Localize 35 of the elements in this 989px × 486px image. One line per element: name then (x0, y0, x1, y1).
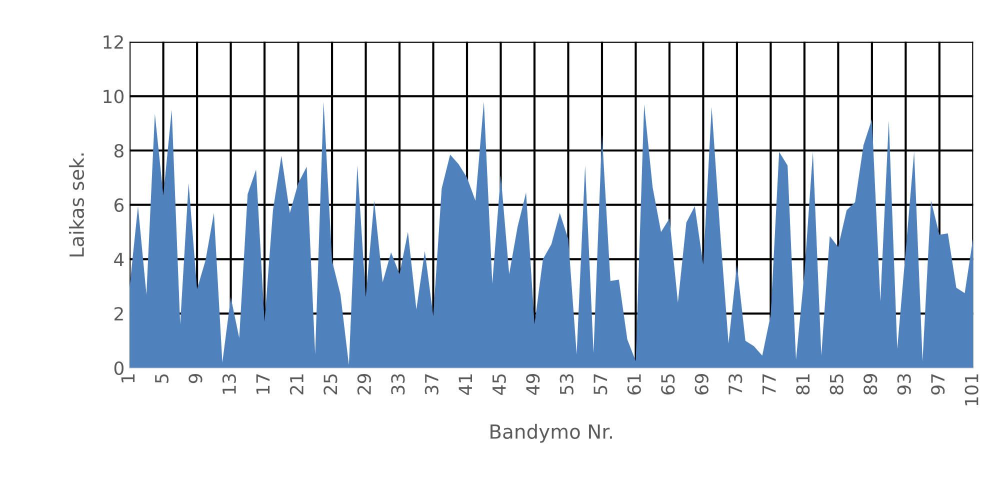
y-tick-label: 10 (104, 90, 124, 104)
y-tick-label: 4 (114, 252, 124, 266)
x-tick-label: 101 (964, 374, 978, 406)
y-tick-label: 12 (104, 35, 123, 49)
x-tick-label: 29 (357, 374, 372, 394)
x-tick-label: 21 (290, 374, 304, 394)
x-tick-label: 57 (594, 374, 608, 394)
x-tick-label: 53 (560, 374, 574, 394)
x-tick-label: 49 (526, 374, 540, 395)
x-tick-label: 93 (897, 374, 911, 395)
x-tick-label: 33 (391, 374, 405, 394)
x-tick-label: 61 (627, 374, 641, 394)
x-tick-label: 45 (492, 374, 506, 395)
x-tick-label: 85 (830, 374, 844, 395)
x-tick-label: 13 (222, 374, 236, 394)
y-axis-title: Laikas sek. (69, 154, 84, 256)
x-tick-label: 9 (188, 374, 202, 384)
x-tick-label: 41 (458, 374, 472, 395)
x-tick-label: 65 (661, 374, 675, 394)
x-tick-label: 97 (931, 374, 945, 395)
x-tick-label: 89 (864, 374, 878, 395)
y-tick-label: 0 (114, 361, 124, 376)
x-tick-label: 5 (155, 374, 169, 383)
x-tick-label: 77 (762, 374, 776, 394)
x-tick-label: 73 (728, 374, 742, 394)
x-axis-title: Bandymo Nr. (490, 424, 612, 443)
x-tick-label: 1 (121, 374, 135, 382)
x-tick-label: 37 (424, 374, 438, 394)
y-tick-label: 8 (114, 144, 124, 158)
y-tick-label: 2 (114, 307, 123, 320)
x-tick-label: 69 (694, 374, 708, 394)
y-tick-label: 6 (114, 198, 124, 212)
x-tick-label: 81 (796, 374, 810, 395)
x-tick-label: 25 (324, 374, 338, 394)
x-tick-label: 17 (256, 374, 270, 394)
